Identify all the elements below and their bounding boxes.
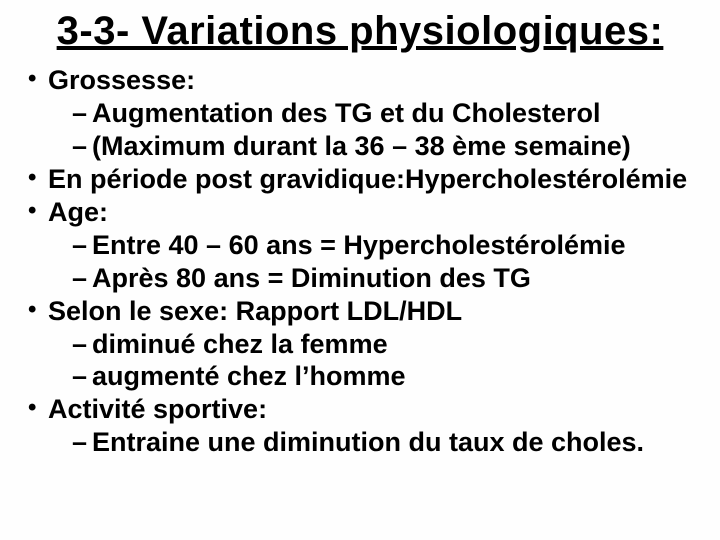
list-item-text: Entraine une diminution du taux de chole… [92,427,644,457]
list-item-text: diminué chez la femme [92,329,388,359]
list-item-text: En période post gravidique:Hypercholesté… [48,164,687,194]
slide-title: 3-3- Variations physiologiques: [18,8,702,54]
list-item: Grossesse: Augmentation des TG et du Cho… [28,64,702,163]
list-item: Entraine une diminution du taux de chole… [72,426,702,459]
list-item: Après 80 ans = Diminution des TG [72,262,702,295]
list-item: En période post gravidique:Hypercholesté… [28,163,702,196]
sub-list: Entre 40 – 60 ans = Hypercholestérolémie… [48,229,702,295]
sub-list: Entraine une diminution du taux de chole… [48,426,702,459]
list-item-text: Augmentation des TG et du Cholesterol [92,98,601,128]
bullet-list: Grossesse: Augmentation des TG et du Cho… [18,64,702,459]
list-item-text: Selon le sexe: Rapport LDL/HDL [48,296,462,326]
list-item-text: (Maximum durant la 36 – 38 ème semaine) [92,131,631,161]
list-item: augmenté chez l’homme [72,360,702,393]
list-item: (Maximum durant la 36 – 38 ème semaine) [72,130,702,163]
sub-list: diminué chez la femme augmenté chez l’ho… [48,328,702,394]
list-item: Age: Entre 40 – 60 ans = Hypercholestéro… [28,196,702,295]
list-item: diminué chez la femme [72,328,702,361]
list-item-text: augmenté chez l’homme [92,361,406,391]
list-item-text: Grossesse: [48,65,195,95]
list-item: Selon le sexe: Rapport LDL/HDL diminué c… [28,295,702,394]
list-item-text: Après 80 ans = Diminution des TG [92,263,531,293]
list-item: Augmentation des TG et du Cholesterol [72,97,702,130]
sub-list: Augmentation des TG et du Cholesterol (M… [48,97,702,163]
list-item: Entre 40 – 60 ans = Hypercholestérolémie [72,229,702,262]
slide: 3-3- Variations physiologiques: Grossess… [0,0,720,540]
list-item-text: Age: [48,197,108,227]
list-item-text: Entre 40 – 60 ans = Hypercholestérolémie [92,230,626,260]
list-item: Activité sportive: Entraine une diminuti… [28,393,702,459]
list-item-text: Activité sportive: [48,394,267,424]
